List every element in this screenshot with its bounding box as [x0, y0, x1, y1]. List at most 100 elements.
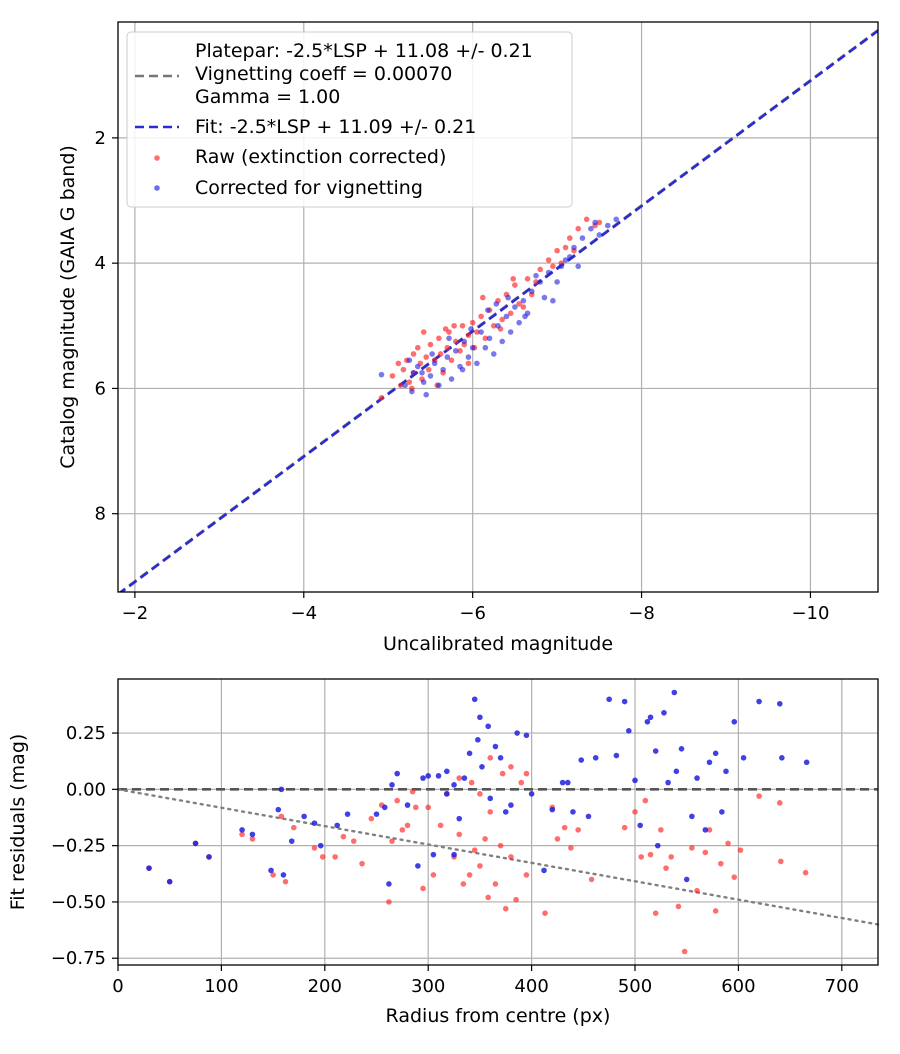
raw-residual-point — [776, 800, 783, 806]
raw-residual-point — [706, 827, 713, 833]
corrected-data-point — [486, 335, 493, 342]
corrected-residual-point — [249, 831, 256, 838]
raw-data-point — [554, 247, 560, 254]
corrected-residual-point — [712, 750, 719, 757]
corrected-residual-point — [435, 773, 442, 779]
raw-residual-point — [652, 910, 659, 917]
raw-residual-point — [554, 836, 561, 842]
corrected-data-point — [474, 360, 480, 367]
corrected-residual-point — [652, 748, 659, 754]
corrected-data-point — [452, 348, 459, 354]
raw-data-point — [510, 276, 516, 282]
raw-residual-point — [694, 887, 700, 894]
raw-residual-point — [731, 874, 738, 880]
raw-residual-point — [513, 896, 519, 903]
corrected-data-point — [541, 294, 548, 301]
raw-data-point — [480, 294, 486, 301]
corrected-data-point — [459, 366, 466, 373]
raw-residual-point — [456, 775, 463, 781]
corrected-residual-point — [471, 696, 478, 703]
corrected-residual-point — [466, 750, 473, 757]
raw-data-point — [516, 301, 522, 307]
corrected-residual-point — [756, 698, 762, 705]
corrected-data-point — [431, 360, 438, 367]
corrected-data-point — [533, 272, 539, 279]
raw-data-point — [395, 360, 402, 367]
raw-residual-point — [282, 878, 289, 885]
residuals-plot-frame — [117, 678, 879, 966]
corrected-data-point — [545, 269, 552, 276]
corrected-data-point — [528, 288, 535, 295]
raw-residual-point — [568, 845, 574, 851]
corrected-residual-point — [606, 696, 612, 703]
corrected-data-point — [469, 344, 476, 351]
corrected-data-point — [478, 329, 484, 335]
corrected-data-point — [588, 225, 594, 232]
raw-data-point — [451, 322, 457, 329]
raw-data-point — [437, 351, 444, 357]
raw-data-point — [512, 282, 518, 288]
corrected-data-point — [558, 263, 565, 270]
raw-residual-point — [477, 863, 483, 869]
corrected-residual-point — [317, 842, 324, 849]
corrected-residual-point — [541, 867, 547, 874]
raw-residual-point — [412, 804, 419, 811]
bottom-x-tick-label: 0 — [112, 976, 123, 997]
corrected-residual-point — [502, 809, 509, 815]
corrected-residual-point — [570, 809, 576, 815]
raw-residual-point — [290, 824, 297, 831]
raw-residual-point — [712, 908, 719, 914]
legend-label: Raw (extinction corrected) — [195, 146, 446, 168]
raw-data-point — [566, 235, 573, 241]
raw-data-point — [442, 326, 449, 332]
raw-residual-point — [638, 854, 645, 860]
corrected-data-point — [444, 354, 451, 360]
corrected-data-point — [596, 232, 603, 238]
corrected-data-point — [613, 216, 620, 223]
corrected-residual-point — [654, 842, 661, 849]
raw-data-point — [474, 329, 480, 335]
corrected-residual-point — [373, 811, 380, 817]
corrected-residual-point — [564, 779, 571, 786]
corrected-residual-point — [275, 806, 282, 813]
corrected-data-point — [440, 366, 446, 373]
corrected-residual-point — [523, 732, 530, 739]
corrected-residual-point — [394, 770, 400, 777]
corrected-data-point — [446, 335, 452, 342]
raw-residual-point — [508, 764, 514, 770]
raw-residual-point — [399, 827, 406, 833]
bottom-x-tick-label: 500 — [618, 976, 652, 997]
corrected-residual-point — [479, 764, 485, 770]
corrected-residual-point — [146, 865, 152, 871]
vignetting-reference-line — [116, 788, 880, 926]
raw-residual-point — [477, 791, 483, 797]
corrected-data-point — [592, 219, 598, 226]
corrected-residual-point — [239, 827, 245, 833]
bottom-y-tick-label: 0.25 — [66, 723, 106, 744]
legend-marker-handle — [154, 185, 160, 191]
raw-data-point — [469, 319, 476, 326]
corrected-data-point — [512, 304, 518, 310]
corrected-data-point — [554, 279, 560, 285]
corrected-residual-point — [420, 775, 426, 781]
raw-residual-point — [468, 779, 475, 786]
corrected-data-point — [402, 382, 408, 389]
corrected-data-point — [423, 391, 430, 398]
raw-residual-point — [523, 872, 530, 878]
corrected-residual-point — [404, 802, 411, 808]
top-y-tick-label: 8 — [95, 504, 106, 525]
raw-residual-point — [702, 849, 709, 856]
raw-residual-point — [409, 788, 416, 795]
raw-data-point — [583, 216, 590, 223]
top-y-tick-label: 6 — [95, 378, 106, 399]
corrected-data-point — [507, 329, 514, 335]
raw-residual-point — [485, 894, 491, 901]
corrected-data-point — [562, 257, 569, 263]
raw-residual-point — [456, 831, 463, 838]
raw-residual-point — [311, 845, 318, 851]
raw-data-point — [448, 357, 455, 364]
corrected-residual-point — [334, 822, 341, 829]
raw-data-point — [378, 395, 385, 401]
raw-data-point — [499, 316, 506, 323]
legend-marker-handle — [154, 155, 160, 161]
